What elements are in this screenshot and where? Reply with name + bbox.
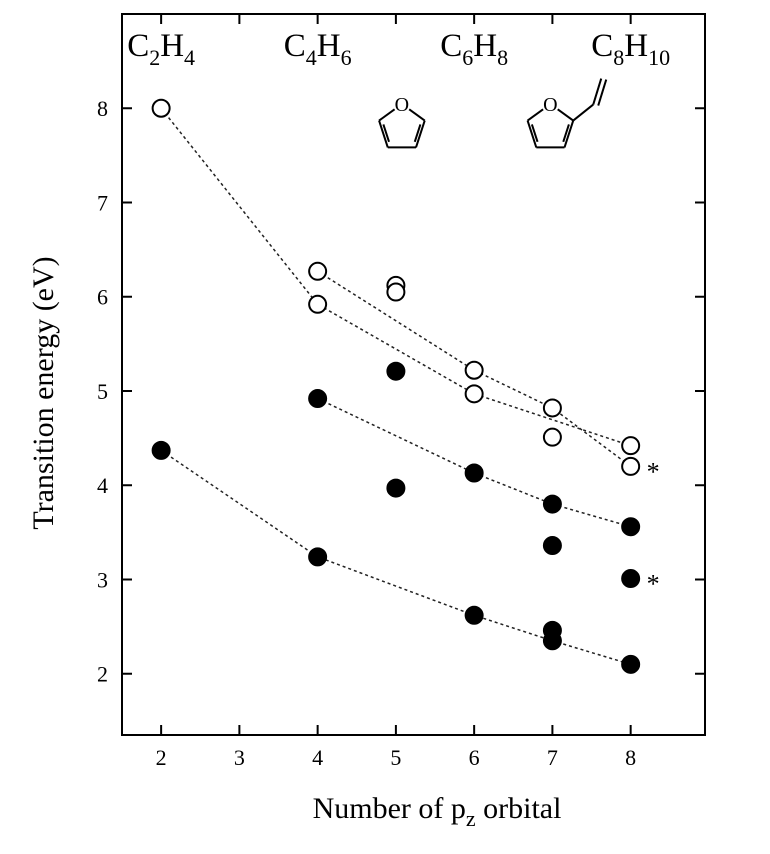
x-tick-label: 3 [234,745,245,770]
oxygen-atom-label: O [395,94,409,116]
bond [378,120,389,148]
open-data-point [542,398,562,418]
bond [408,108,426,122]
filled-data-point [621,569,641,589]
x-tick-label: 5 [390,745,401,770]
bond [557,108,574,122]
x-tick-label: 8 [625,745,636,770]
oxygen-atom-label: O [543,94,557,116]
double-bond [382,124,390,143]
bond [526,120,538,148]
open-data-point [464,384,484,404]
open-data-point [542,427,562,447]
asterisk-annotation: * [647,570,660,599]
open-data-point [308,261,328,281]
filled-data-point [151,440,171,460]
vinyl-double-bond [597,79,608,106]
y-tick-label: 6 [97,285,108,310]
filled-data-point [621,654,641,674]
filled-data-point [542,536,562,556]
filled-data-point [621,517,641,537]
molecule-label: C8H10 [591,28,670,70]
vinyl-bond [572,103,594,122]
y-tick-label: 4 [97,473,108,498]
molecule-label: C4H6 [284,28,352,70]
x-tick-label: 6 [469,745,480,770]
bond [415,120,426,148]
open-data-point [151,98,171,118]
bond [378,108,396,122]
bond [526,108,544,122]
open-data-point [621,436,641,456]
filled-data-point [542,620,562,640]
y-tick-label: 5 [97,379,108,404]
double-bond [562,124,570,143]
molecule-label: C2H4 [127,28,195,70]
y-tick-label: 8 [97,96,108,121]
filled-data-point [308,547,328,567]
x-axis-title: Number of pz orbital [313,792,562,831]
open-data-point [464,360,484,380]
double-bond [413,124,422,143]
filled-data-point [386,478,406,498]
bond [563,120,575,148]
filled-data-point [386,361,406,381]
filled-data-point [464,463,484,483]
x-tick-label: 7 [547,745,558,770]
open-data-point [621,456,641,476]
filled-data-point [308,389,328,409]
y-tick-label: 2 [97,662,108,687]
asterisk-annotation: * [647,457,660,486]
molecule-label: C6H8 [440,28,508,70]
series-line [317,270,632,467]
x-tick-label: 2 [156,745,167,770]
plot-frame [121,13,706,736]
vinyl-double-bond [592,78,603,105]
open-data-point [386,282,406,302]
filled-data-point [542,494,562,514]
y-tick-label: 7 [97,190,108,215]
open-data-point [308,294,328,314]
x-tick-label: 4 [312,745,323,770]
double-bond [530,124,539,143]
vinylfuran-structure-icon: O [526,78,608,149]
y-axis-title: Transition energy (eV) [27,256,60,529]
filled-data-point [464,605,484,625]
furan-structure-icon: O [378,94,426,149]
series-line [317,397,631,528]
y-tick-label: 3 [97,567,108,592]
